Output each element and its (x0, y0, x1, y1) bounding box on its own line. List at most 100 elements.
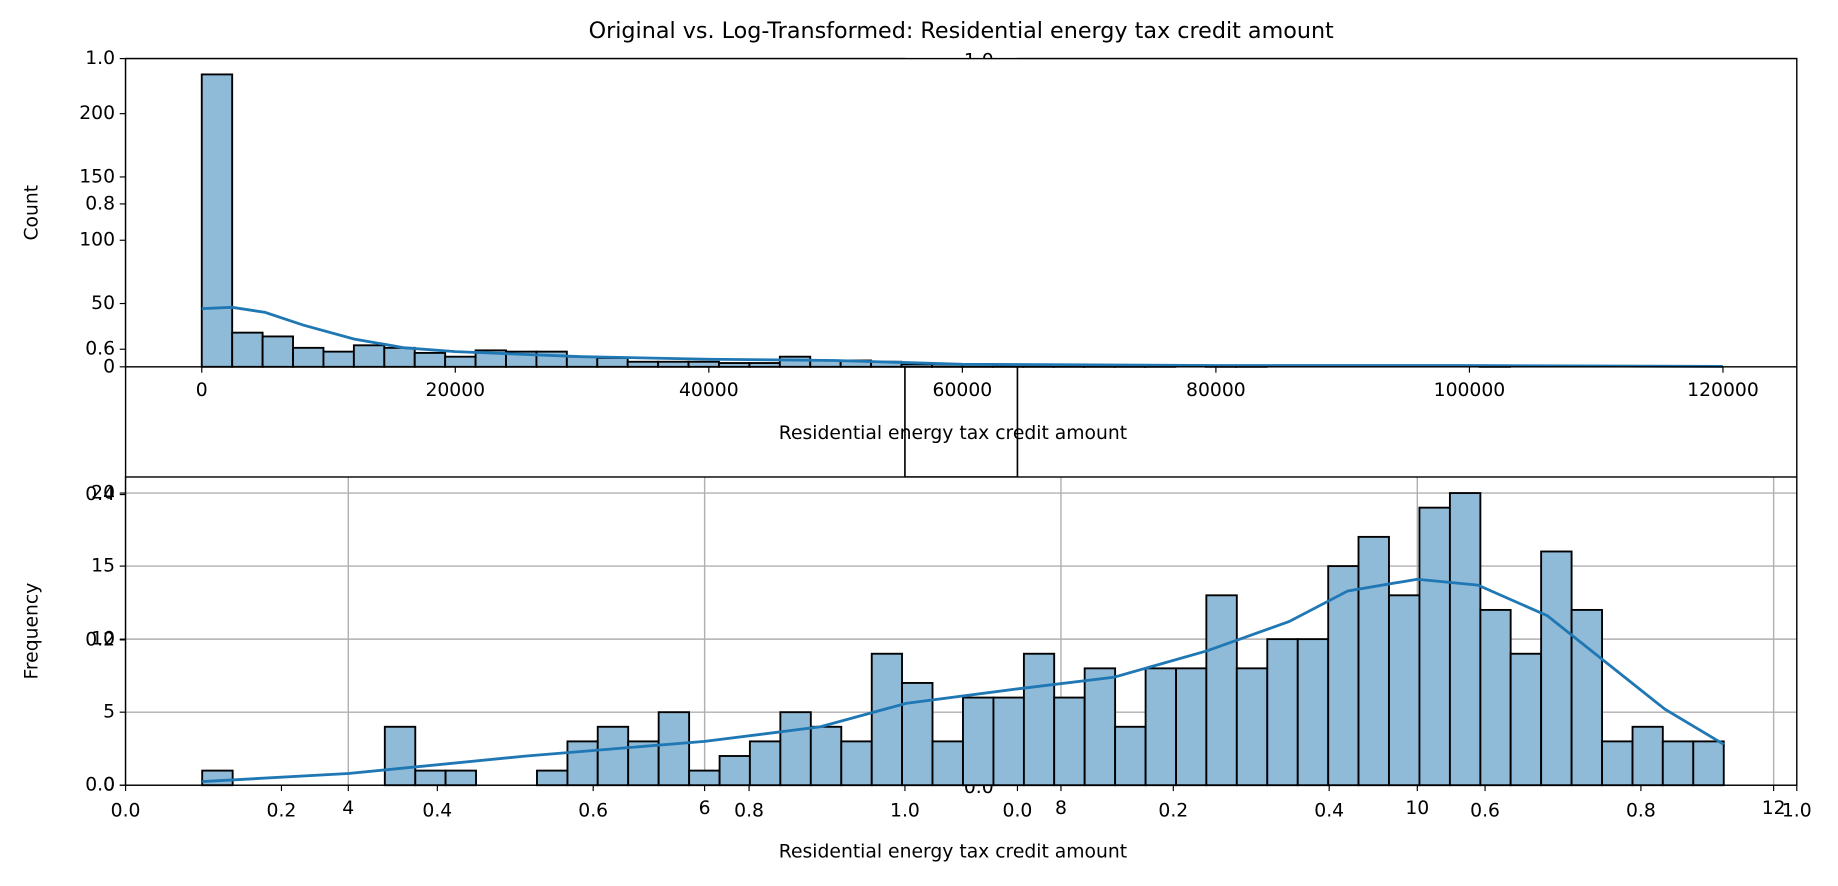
x-tick-label: 1.0 (1782, 800, 1812, 821)
bar (992, 696, 1025, 787)
y-tick-label: 20 (91, 483, 115, 504)
x-tick-label: 120000 (1687, 380, 1759, 401)
x-axis-label: Residential energy tax credit amount (779, 423, 1127, 444)
x-tick-label: 10 (1405, 798, 1429, 819)
x-tick-label: 12 (1762, 798, 1786, 819)
bar (261, 335, 294, 368)
bar (657, 360, 690, 368)
y-tick-label: 0.8 (85, 193, 115, 214)
bar (383, 346, 416, 368)
bar (962, 696, 995, 787)
y-tick-label: 0.4 (85, 484, 115, 505)
bar (627, 740, 660, 787)
bar (1479, 608, 1512, 787)
bar (840, 740, 873, 787)
x-tick-label: 0.8 (1626, 800, 1656, 821)
bar (566, 740, 599, 787)
bar (1022, 652, 1056, 787)
x-tick-label: 0.6 (1470, 800, 1500, 821)
bar (1661, 740, 1695, 787)
y-tick-label: 0.6 (85, 339, 115, 360)
bar (200, 73, 234, 368)
bar (931, 740, 964, 787)
x-tick-label: 4 (342, 798, 354, 819)
bar (1357, 535, 1390, 787)
y-tick-label: 15 (91, 556, 115, 577)
bar (870, 652, 903, 787)
bar (1053, 696, 1086, 787)
y-tick-label: 0.0 (85, 775, 115, 796)
bar (1266, 638, 1299, 787)
bar (1114, 725, 1147, 787)
y-tick-label: 0.2 (85, 629, 115, 650)
bar (383, 725, 417, 787)
y-tick-label: 0 (103, 775, 115, 796)
y-axis-label: Count (21, 185, 42, 241)
x-tick-label: 8 (1055, 798, 1067, 819)
y-tick-label: 50 (91, 293, 115, 314)
bar (1144, 667, 1177, 787)
figure-title: Original vs. Log-Transformed: Residentia… (589, 18, 1334, 44)
x-tick-label: 0.2 (267, 800, 297, 821)
y-tick-label: 0 (103, 356, 115, 377)
bar (413, 351, 447, 368)
bar (444, 769, 477, 787)
bar (1540, 550, 1573, 787)
x-tick-label: 0.0 (1003, 800, 1033, 821)
y-axis-label: Frequency (21, 583, 42, 680)
x-tick-label: 0.4 (422, 800, 452, 821)
bar (1418, 506, 1451, 787)
y-tick-label: 200 (79, 103, 115, 124)
x-tick-label: 80000 (1186, 380, 1246, 401)
x-tick-label: 1.0 (890, 800, 920, 821)
x-tick-label: 0 (196, 380, 208, 401)
bar (322, 350, 355, 368)
x-tick-label: 60000 (933, 380, 993, 401)
bar (657, 711, 691, 787)
x-tick-label: 0.0 (111, 800, 141, 821)
bar (779, 711, 812, 787)
bar (1175, 667, 1208, 787)
bar (1388, 594, 1421, 787)
x-tick-label: 0.4 (1314, 800, 1344, 821)
bar (778, 355, 812, 368)
bar (231, 331, 264, 368)
bar (596, 725, 630, 787)
bar (1448, 492, 1482, 787)
bar (1631, 725, 1664, 787)
axes-frame (124, 57, 1798, 368)
bar (901, 682, 934, 787)
y-tick-label: 1.0 (85, 48, 115, 69)
bar (1205, 594, 1238, 787)
y-tick-label: 5 (103, 702, 115, 723)
bar (1692, 740, 1725, 787)
x-tick-label: 0.6 (578, 800, 608, 821)
kde-line (202, 577, 1725, 783)
bar (414, 769, 447, 787)
plot-area (125, 58, 1797, 367)
bar (1509, 652, 1543, 787)
x-tick-label: 6 (699, 798, 711, 819)
bar (536, 769, 569, 787)
y-tick-label: 150 (79, 166, 115, 187)
bar (1235, 667, 1269, 787)
x-tick-label: 100000 (1434, 380, 1506, 401)
bar (201, 769, 234, 787)
bar (1601, 740, 1634, 787)
bar (718, 755, 751, 787)
bar (687, 360, 720, 368)
bar (688, 769, 721, 787)
y-tick-label: 100 (79, 230, 115, 251)
bar (626, 360, 660, 368)
bar (1083, 667, 1117, 787)
bar (292, 346, 325, 368)
bar (1296, 638, 1330, 787)
x-tick-label: 40000 (679, 380, 739, 401)
bar (444, 355, 477, 368)
bar (1327, 565, 1360, 787)
bar (1570, 608, 1603, 787)
bar (809, 725, 843, 787)
x-tick-label: 20000 (425, 380, 485, 401)
bar (596, 357, 629, 368)
